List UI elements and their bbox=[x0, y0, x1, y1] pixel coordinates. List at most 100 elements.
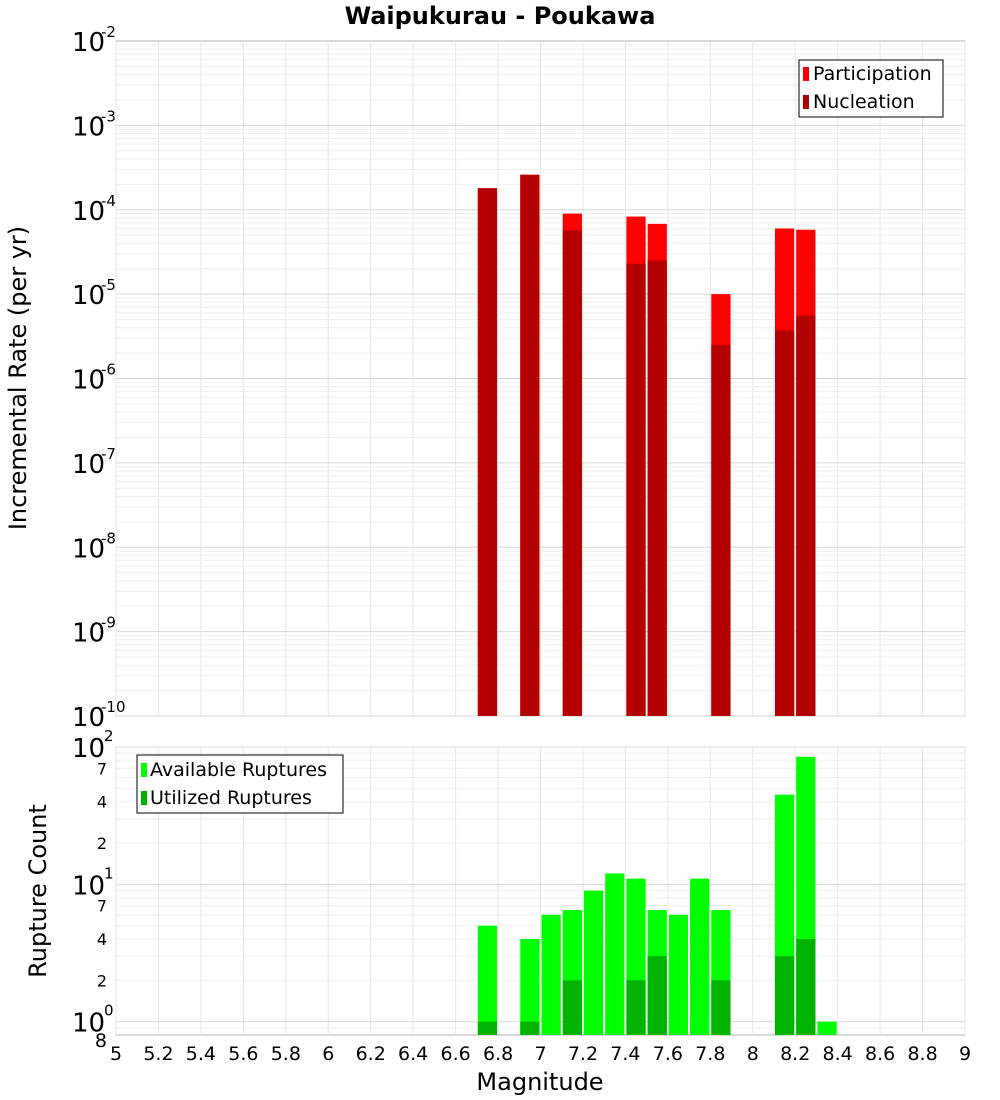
rate-y-tick-base: 10 bbox=[72, 197, 105, 227]
rate-y-tick-base: 10 bbox=[72, 281, 105, 311]
bar-nucleation bbox=[520, 174, 540, 716]
legend-label-nucleation: Nucleation bbox=[813, 91, 915, 113]
count-legend: Available Ruptures Utilized Ruptures bbox=[136, 754, 344, 814]
chart-title: Waipukurau - Poukawa bbox=[345, 2, 656, 30]
rate-y-tick-exponent: -9 bbox=[101, 614, 116, 632]
bar-available-ruptures bbox=[605, 873, 625, 1035]
legend-swatch-available bbox=[141, 763, 147, 777]
legend-label-participation: Participation bbox=[813, 63, 932, 85]
rate-y-tick-exponent: -6 bbox=[101, 361, 116, 379]
bar-utilized-ruptures bbox=[520, 1021, 540, 1035]
bar-nucleation bbox=[626, 263, 646, 716]
x-tick-label: 8.8 bbox=[907, 1043, 937, 1065]
x-tick-label: 8.2 bbox=[780, 1043, 810, 1065]
rate-y-axis-label: Incremental Rate (per yr) bbox=[4, 226, 32, 530]
bar-available-ruptures bbox=[817, 1021, 837, 1035]
bar-utilized-ruptures bbox=[647, 956, 667, 1035]
rate-y-tick-base: 10 bbox=[72, 450, 105, 480]
x-axis-label: Magnitude bbox=[476, 1068, 603, 1096]
count-bars bbox=[477, 756, 837, 1035]
x-tick-label: 6.6 bbox=[440, 1043, 470, 1065]
x-tick-label: 5.2 bbox=[143, 1043, 173, 1065]
rate-bars bbox=[477, 174, 816, 717]
x-tick-label: 8.4 bbox=[823, 1043, 853, 1065]
count-y-minor-tick: 8 bbox=[95, 1030, 107, 1052]
count-y-minor-tick: 7 bbox=[97, 759, 107, 778]
bar-utilized-ruptures bbox=[562, 980, 582, 1035]
legend-label-utilized: Utilized Ruptures bbox=[150, 787, 312, 809]
legend-swatch-nucleation bbox=[803, 95, 809, 109]
count-legend-box bbox=[136, 754, 344, 814]
bar-available-ruptures bbox=[668, 914, 689, 1035]
rate-legend-box bbox=[798, 59, 944, 118]
count-y-minor-tick: 7 bbox=[97, 897, 107, 916]
x-tick-label: 9 bbox=[959, 1043, 971, 1065]
bar-nucleation bbox=[647, 260, 667, 716]
rate-gridlines bbox=[115, 41, 966, 717]
bar-utilized-ruptures bbox=[626, 980, 646, 1035]
x-tick-label: 5.4 bbox=[186, 1043, 216, 1065]
count-y-tick-exponent: 2 bbox=[104, 727, 114, 745]
x-tick-label: 8.6 bbox=[865, 1043, 895, 1065]
rate-y-tick-exponent: -7 bbox=[101, 445, 116, 463]
count-y-minor-tick: 2 bbox=[97, 834, 107, 853]
x-tick-label: 6.4 bbox=[398, 1043, 428, 1065]
x-tick-label: 6 bbox=[322, 1043, 334, 1065]
rate-y-tick-exponent: -4 bbox=[101, 192, 116, 210]
x-tick-label: 6.8 bbox=[483, 1043, 513, 1065]
rate-y-tick-base: 10 bbox=[72, 112, 105, 142]
x-tick-label: 8 bbox=[747, 1043, 759, 1065]
bar-nucleation bbox=[796, 315, 816, 716]
x-tick-label: 6.2 bbox=[356, 1043, 386, 1065]
bar-available-ruptures bbox=[541, 914, 561, 1035]
bar-available-ruptures bbox=[690, 878, 710, 1035]
x-tick-label: 5 bbox=[110, 1043, 122, 1065]
count-y-tick-base: 10 bbox=[72, 871, 105, 901]
rate-y-tick-base: 10 bbox=[72, 534, 105, 564]
count-y-minor-tick: 4 bbox=[97, 930, 107, 949]
legend-label-available: Available Ruptures bbox=[150, 759, 327, 781]
bar-available-ruptures bbox=[520, 939, 540, 1035]
x-tick-label: 5.6 bbox=[228, 1043, 258, 1065]
rate-y-tick-exponent: -10 bbox=[101, 698, 126, 716]
count-y-axis-label: Rupture Count bbox=[24, 804, 52, 978]
count-y-minor-tick: 4 bbox=[97, 793, 107, 812]
bar-nucleation bbox=[774, 330, 795, 716]
rate-y-tick-base: 10 bbox=[72, 703, 105, 733]
bar-nucleation bbox=[562, 230, 582, 716]
count-y-tick-base: 10 bbox=[72, 734, 105, 764]
bar-utilized-ruptures bbox=[711, 980, 731, 1035]
count-y-tick-exponent: 0 bbox=[104, 1002, 114, 1020]
magnitude-x-ticks: 5 5.2 5.4 5.6 5.8 6 6.2 6.4 6.6 6.8 7 7.2 7.4 7.6 7.8 8… bbox=[110, 1043, 971, 1065]
count-y-minor-tick: 2 bbox=[97, 971, 107, 990]
bar-nucleation bbox=[711, 344, 731, 716]
rate-y-tick-exponent: -3 bbox=[101, 107, 116, 125]
x-tick-label: 7.8 bbox=[695, 1043, 725, 1065]
rate-y-tick-exponent: -5 bbox=[101, 276, 116, 294]
count-y-tick-exponent: 1 bbox=[104, 864, 114, 882]
legend-swatch-participation bbox=[803, 67, 809, 81]
rate-y-tick-base: 10 bbox=[72, 619, 105, 649]
rate-y-tick-base: 10 bbox=[72, 366, 105, 396]
rate-y-tick-base: 10 bbox=[72, 28, 105, 58]
legend-swatch-utilized bbox=[141, 791, 147, 805]
bar-nucleation bbox=[477, 188, 498, 717]
rate-legend: Participation Nucleation bbox=[798, 59, 944, 118]
count-y-tick-base: 10 bbox=[72, 1009, 105, 1039]
bar-available-ruptures bbox=[477, 925, 498, 1035]
rate-y-tick-exponent: -8 bbox=[101, 529, 116, 547]
x-tick-label: 7.2 bbox=[568, 1043, 598, 1065]
x-tick-label: 7 bbox=[534, 1043, 546, 1065]
x-tick-label: 7.4 bbox=[610, 1043, 640, 1065]
x-tick-label: 5.8 bbox=[271, 1043, 301, 1065]
bar-utilized-ruptures bbox=[796, 939, 816, 1035]
rate-y-tick-exponent: -2 bbox=[101, 23, 116, 41]
bar-available-ruptures bbox=[583, 890, 604, 1035]
x-tick-label: 7.6 bbox=[653, 1043, 683, 1065]
bar-utilized-ruptures bbox=[477, 1021, 498, 1035]
